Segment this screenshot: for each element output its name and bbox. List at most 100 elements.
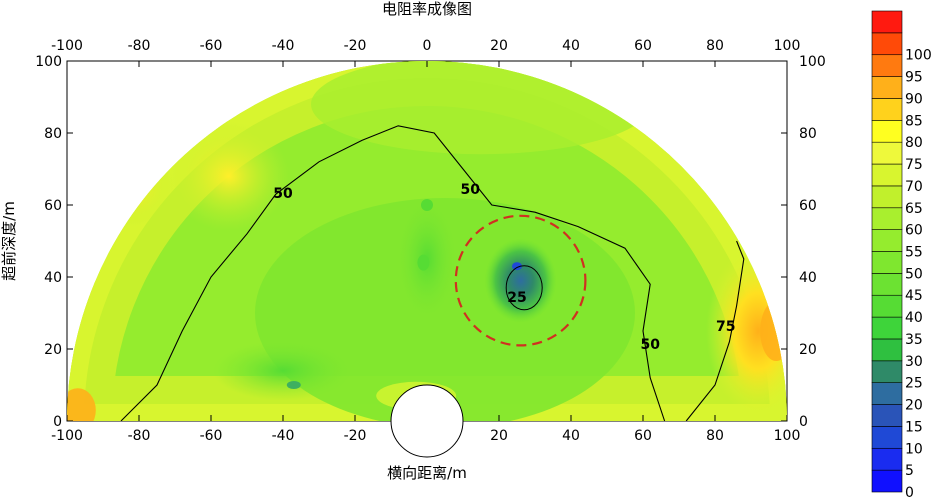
x-tick-label: -20 (344, 428, 367, 444)
y-tick-label-right: 0 (799, 414, 808, 430)
x-tick-label: 40 (562, 428, 580, 444)
x-tick-label-top: -80 (128, 38, 151, 54)
x-tick-label: -40 (272, 428, 295, 444)
colorbar: 0 5 10 15 20 25 30 35 40 45 50 55 60 65 70 75 80 85 90 95 10… (871, 10, 932, 501)
colorbar-tick-label: 75 (905, 157, 923, 173)
y-tick-label: 0 (53, 414, 62, 430)
colorbar-swatch (871, 251, 903, 274)
colorbar-swatch (871, 98, 903, 121)
axes: -100 -100 -80 -80 -60 -60 -40 -40 -20 -20 0 0 20 20 40… (35, 38, 825, 444)
field-anomaly-core (512, 262, 522, 271)
x-tick-label: -60 (200, 428, 223, 444)
colorbar-swatch (871, 382, 903, 405)
colorbar-swatch (871, 316, 903, 340)
colorbar-tick-label: 55 (905, 245, 923, 261)
field-left-orange (67, 388, 96, 421)
colorbar-tick-label: 20 (905, 398, 923, 414)
y-tick-label-right: 100 (799, 54, 826, 70)
x-tick-label: 80 (706, 428, 724, 444)
colorbar-swatch (871, 141, 903, 165)
colorbar-tick-label: 30 (905, 354, 923, 370)
contour-25 (505, 265, 543, 311)
colorbar-tick-label: 85 (905, 113, 923, 129)
colorbar-tick-label: 0 (905, 485, 914, 501)
colorbar-swatch (871, 294, 903, 318)
x-axis-label: 横向距离/m (387, 464, 467, 482)
x-tick-label: 60 (634, 428, 652, 444)
colorbar-swatch (871, 120, 903, 143)
colorbar-swatch (871, 10, 903, 34)
x-tick-label-top: -20 (344, 38, 367, 54)
colorbar-swatch (871, 163, 903, 187)
colorbar-swatch (871, 273, 903, 296)
contour-label: 50 (460, 182, 480, 198)
y-tick-label: 40 (44, 270, 62, 286)
colorbar-tick-label: 90 (905, 91, 923, 107)
x-tick-label-top: 0 (423, 38, 432, 54)
colorbar-tick-label: 80 (905, 135, 923, 151)
colorbar-tick-label: 65 (905, 201, 923, 217)
colorbar-swatch (871, 229, 903, 252)
colorbar-tick-label: 95 (905, 70, 923, 86)
y-tick-label-right: 60 (799, 198, 817, 214)
colorbar-tick-label: 15 (905, 419, 923, 435)
x-tick-label-top: 40 (562, 38, 580, 54)
contour-50 (120, 125, 666, 422)
colorbar-swatch (871, 447, 903, 471)
x-tick-label-top: -100 (51, 38, 83, 54)
x-tick-label-top: -40 (272, 38, 295, 54)
x-tick-label-top: 60 (634, 38, 652, 54)
colorbar-swatch (871, 76, 903, 99)
field-spot-3 (286, 381, 301, 389)
x-tick-label: -80 (128, 428, 151, 444)
colorbar-tick-label: 70 (905, 179, 923, 195)
y-tick-label: 20 (44, 342, 62, 358)
y-tick-label-right: 40 (799, 270, 817, 286)
tunnel-face (390, 384, 464, 458)
colorbar-swatch (871, 360, 903, 383)
colorbar-swatch (871, 404, 903, 427)
x-tick-label-top: 100 (774, 38, 801, 54)
y-tick-label: 100 (35, 54, 62, 70)
x-tick-label: 20 (490, 428, 508, 444)
colorbar-tick-label: 45 (905, 288, 923, 304)
y-tick-label: 80 (44, 126, 62, 142)
contour-label: 50 (273, 186, 293, 202)
y-tick-label-right: 20 (799, 342, 817, 358)
contour-75 (685, 240, 745, 422)
contour-label: 75 (716, 319, 735, 335)
chart-title: 电阻率成像图 (382, 0, 472, 18)
field-spot-2 (417, 254, 430, 271)
field-spot-1 (421, 199, 433, 211)
colorbar-tick-label: 25 (905, 376, 923, 392)
x-tick-label-top: 80 (706, 38, 724, 54)
contour-label: 25 (507, 290, 526, 306)
y-tick-label-right: 80 (799, 126, 817, 142)
colorbar-swatch (871, 338, 903, 362)
field-anomaly (484, 238, 557, 323)
y-tick-label: 60 (44, 198, 62, 214)
colorbar-swatch (871, 185, 903, 209)
x-tick-label: -100 (51, 428, 83, 444)
colorbar-tick-label: 60 (905, 223, 923, 239)
colorbar-tick-label: 10 (905, 441, 923, 457)
colorbar-swatch (871, 207, 903, 230)
field-lowleft (213, 340, 353, 401)
colorbar-tick-label: 35 (905, 332, 923, 348)
contour-lines: 50 50 25 50 75 (120, 125, 745, 422)
contour-label: 50 (640, 337, 660, 353)
colorbar-swatch (871, 426, 903, 449)
field-left-yellow (169, 121, 289, 232)
colorbar-tick-label: 40 (905, 310, 923, 326)
x-tick-label-top: 20 (490, 38, 508, 54)
colorbar-swatch (871, 32, 903, 56)
colorbar-swatch (871, 54, 903, 77)
x-tick-label: 100 (774, 428, 801, 444)
colorbar-swatch (871, 469, 903, 493)
colorbar-tick-label: 5 (905, 463, 914, 479)
x-tick-label-top: -60 (200, 38, 223, 54)
colorbar-tick-label: 100 (905, 48, 932, 64)
colorbar-tick-label: 50 (905, 266, 923, 282)
y-axis-label: 超前深度/m (0, 201, 18, 281)
